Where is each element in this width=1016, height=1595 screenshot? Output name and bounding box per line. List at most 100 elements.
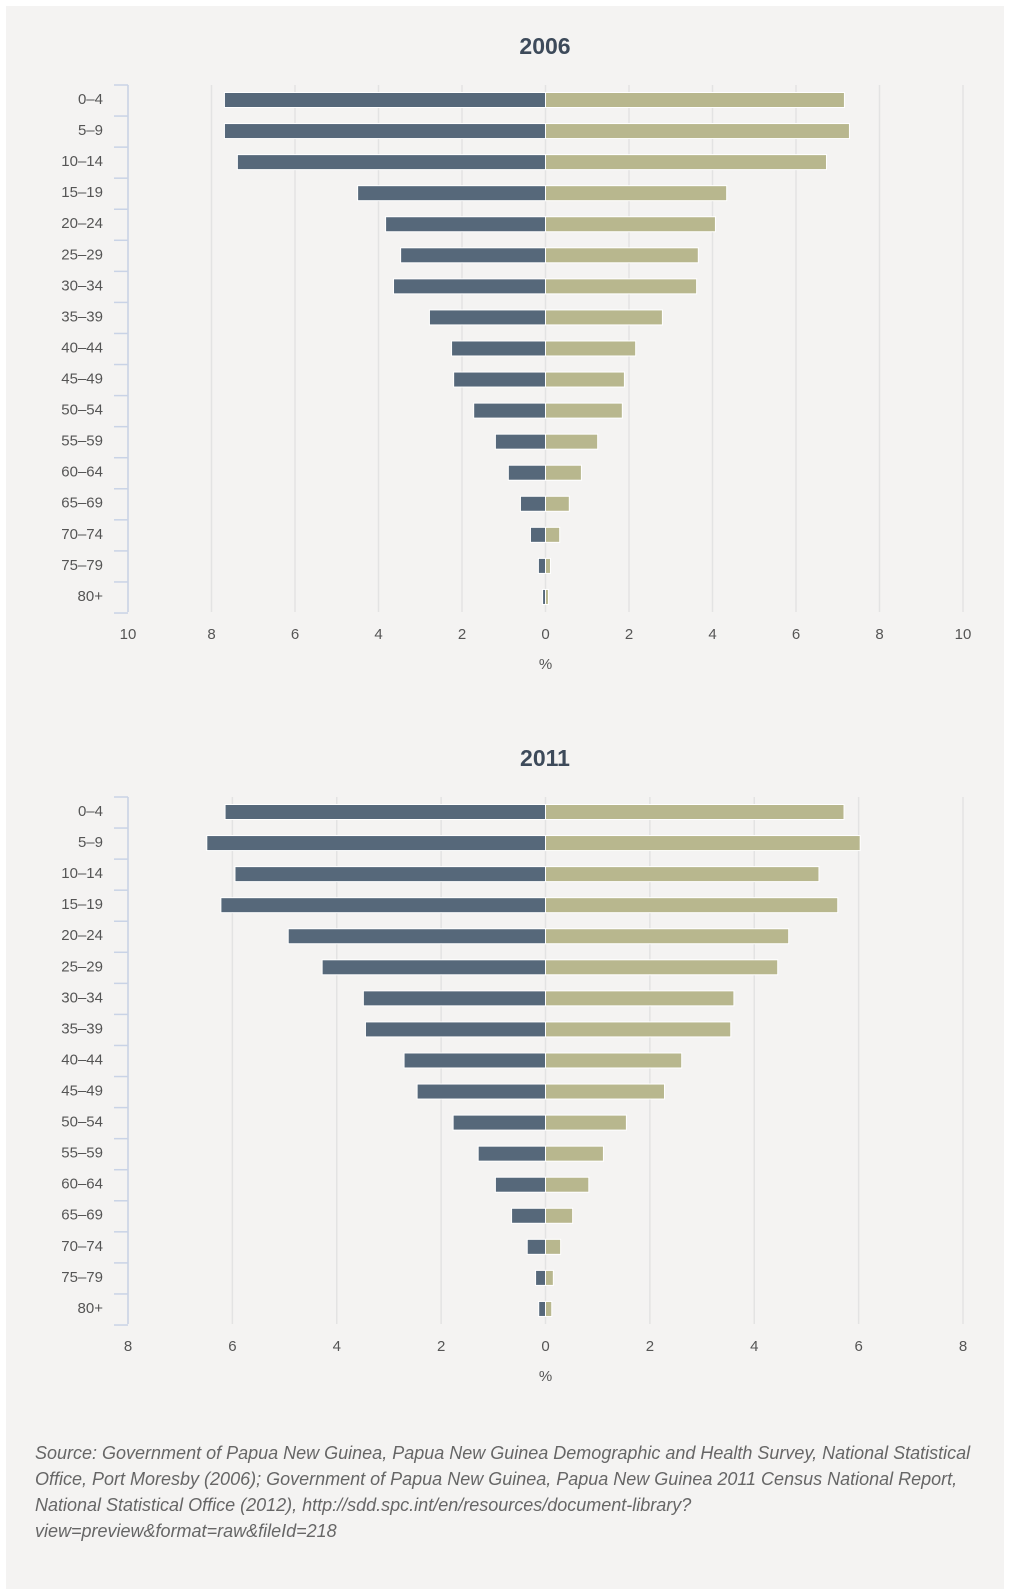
y-tick-label: 0–4 xyxy=(78,803,103,820)
x-tick-label: 8 xyxy=(875,626,883,643)
y-tick-label: 80+ xyxy=(78,588,104,605)
y-tick-label: 40–44 xyxy=(61,1051,103,1068)
bar xyxy=(545,464,582,481)
bar xyxy=(545,433,599,450)
bar xyxy=(545,371,625,388)
y-tick-label: 45–49 xyxy=(61,1083,103,1100)
bar xyxy=(223,123,546,140)
bar xyxy=(321,959,547,976)
bar xyxy=(545,402,623,419)
bar xyxy=(453,371,546,388)
y-tick-label: 60–64 xyxy=(61,464,103,481)
bar xyxy=(545,928,790,945)
x-axis-label: % xyxy=(539,1368,552,1385)
y-tick-label: 30–34 xyxy=(61,989,103,1006)
x-tick-label: 8 xyxy=(124,1338,132,1355)
chart-title: 2011 xyxy=(520,745,570,771)
x-tick-label: 0 xyxy=(541,1338,549,1355)
bar xyxy=(511,1207,546,1224)
y-tick-label: 15–19 xyxy=(61,184,103,201)
bar xyxy=(473,402,546,419)
y-tick-label: 0–4 xyxy=(78,91,103,108)
bar xyxy=(220,897,547,914)
bar xyxy=(526,1238,546,1255)
x-tick-label: 10 xyxy=(120,626,137,643)
bar xyxy=(545,1300,553,1317)
bar xyxy=(545,340,637,357)
bar xyxy=(545,123,850,140)
bar xyxy=(537,557,547,574)
y-tick-label: 35–39 xyxy=(61,1020,103,1037)
x-tick-label: 4 xyxy=(708,626,716,643)
bar xyxy=(452,1114,546,1131)
y-tick-label: 5–9 xyxy=(78,834,103,851)
y-tick-label: 65–69 xyxy=(61,1207,103,1224)
bar xyxy=(545,247,699,264)
x-tick-label: 6 xyxy=(291,626,299,643)
bar xyxy=(545,185,728,202)
y-tick-label: 25–29 xyxy=(61,246,103,263)
bar xyxy=(477,1145,547,1162)
bar xyxy=(545,1083,665,1100)
y-tick-label: 20–24 xyxy=(61,927,103,944)
bar xyxy=(545,216,716,233)
bar xyxy=(545,309,663,326)
y-tick-label: 20–24 xyxy=(61,215,103,232)
bar xyxy=(545,1052,683,1069)
x-tick-label: 8 xyxy=(207,626,215,643)
bar xyxy=(545,1021,732,1038)
y-tick-label: 30–34 xyxy=(61,277,103,294)
bar xyxy=(403,1052,546,1069)
x-axis-label: % xyxy=(539,656,552,673)
x-tick-label: 4 xyxy=(333,1338,341,1355)
x-tick-label: 8 xyxy=(959,1338,967,1355)
bar xyxy=(545,495,570,512)
card xyxy=(6,6,1004,1589)
bar xyxy=(362,990,546,1007)
y-tick-label: 15–19 xyxy=(61,896,103,913)
y-tick-label: 35–39 xyxy=(61,308,103,325)
bar xyxy=(545,278,698,295)
bar xyxy=(287,928,546,945)
x-tick-label: 6 xyxy=(792,626,800,643)
bar xyxy=(545,804,845,820)
bar xyxy=(206,835,546,852)
bar xyxy=(519,495,547,512)
y-tick-label: 25–29 xyxy=(61,958,103,975)
x-tick-label: 10 xyxy=(955,626,972,643)
bar xyxy=(236,154,546,171)
y-tick-label: 75–79 xyxy=(61,1269,103,1286)
bar xyxy=(507,464,546,481)
bar xyxy=(545,557,552,574)
bar xyxy=(545,154,827,171)
y-tick-label: 10–14 xyxy=(61,865,103,882)
bar xyxy=(545,1269,554,1286)
bar xyxy=(393,278,546,295)
y-tick-label: 70–74 xyxy=(61,526,103,543)
y-tick-label: 55–59 xyxy=(61,1145,103,1162)
bar xyxy=(545,1145,604,1162)
y-tick-label: 5–9 xyxy=(78,122,103,139)
y-tick-label: 10–14 xyxy=(61,153,103,170)
bar xyxy=(545,835,861,852)
y-tick-label: 60–64 xyxy=(61,1176,103,1193)
y-tick-label: 50–54 xyxy=(61,402,103,419)
x-tick-label: 4 xyxy=(750,1338,758,1355)
y-tick-label: 75–79 xyxy=(61,557,103,574)
bar xyxy=(545,1176,590,1193)
x-tick-label: 2 xyxy=(625,626,633,643)
y-tick-label: 50–54 xyxy=(61,1114,103,1131)
x-tick-label: 6 xyxy=(854,1338,862,1355)
bar xyxy=(545,1114,627,1131)
bar xyxy=(545,897,839,914)
x-tick-label: 6 xyxy=(228,1338,236,1355)
x-tick-label: 2 xyxy=(458,626,466,643)
x-tick-label: 0 xyxy=(541,626,549,643)
y-tick-label: 45–49 xyxy=(61,371,103,388)
bar xyxy=(545,990,735,1007)
bar xyxy=(494,1176,546,1193)
y-tick-label: 70–74 xyxy=(61,1238,103,1255)
chart-title: 2006 xyxy=(519,33,570,59)
bar xyxy=(545,92,845,108)
